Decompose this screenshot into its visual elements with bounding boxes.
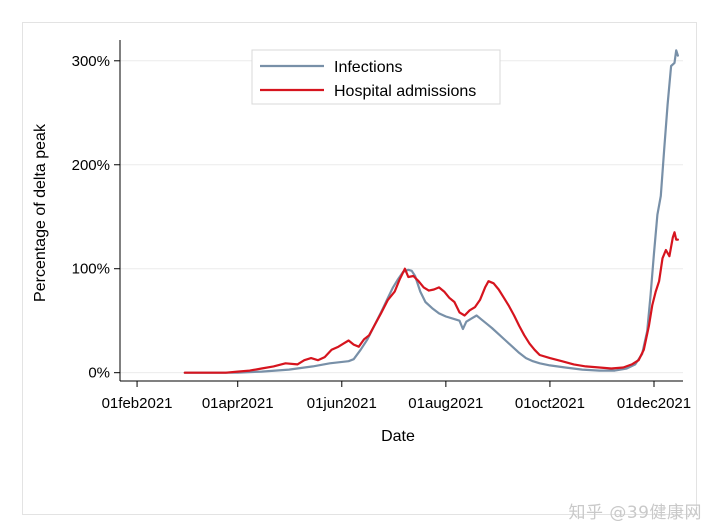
y-axis-title: Percentage of delta peak [32, 123, 49, 302]
legend-box [251, 49, 501, 105]
y-tick-label: 200% [72, 157, 110, 174]
legend-label: Hospital admissions [334, 83, 476, 100]
series-line-infections [183, 49, 679, 374]
series-line-hospital-admissions [183, 231, 679, 374]
x-axis-title: Date [381, 428, 415, 445]
x-tick-label: 01apr2021 [202, 395, 274, 412]
grid-layer [120, 60, 683, 374]
watermark: 知乎 @39健康网 [568, 503, 702, 523]
legend: Infections Hospital admissions [251, 49, 501, 105]
x-tick-label: 01oct2021 [515, 395, 585, 412]
x-tick-label: 01feb2021 [102, 395, 173, 412]
chart-frame [22, 22, 697, 515]
series-layer [183, 49, 679, 374]
x-tick-label: 01dec2021 [617, 395, 691, 412]
y-tick-label: 100% [72, 261, 110, 278]
y-tick-label: 0% [88, 365, 110, 382]
axis-layer: 0% 100% 200% 300% 01feb2021 01apr2021 01jun202… [72, 40, 691, 412]
x-tick-label: 01aug2021 [408, 395, 483, 412]
legend-label: Infections [334, 59, 402, 76]
y-tick-label: 300% [72, 53, 110, 70]
x-tick-label: 01jun2021 [307, 395, 377, 412]
